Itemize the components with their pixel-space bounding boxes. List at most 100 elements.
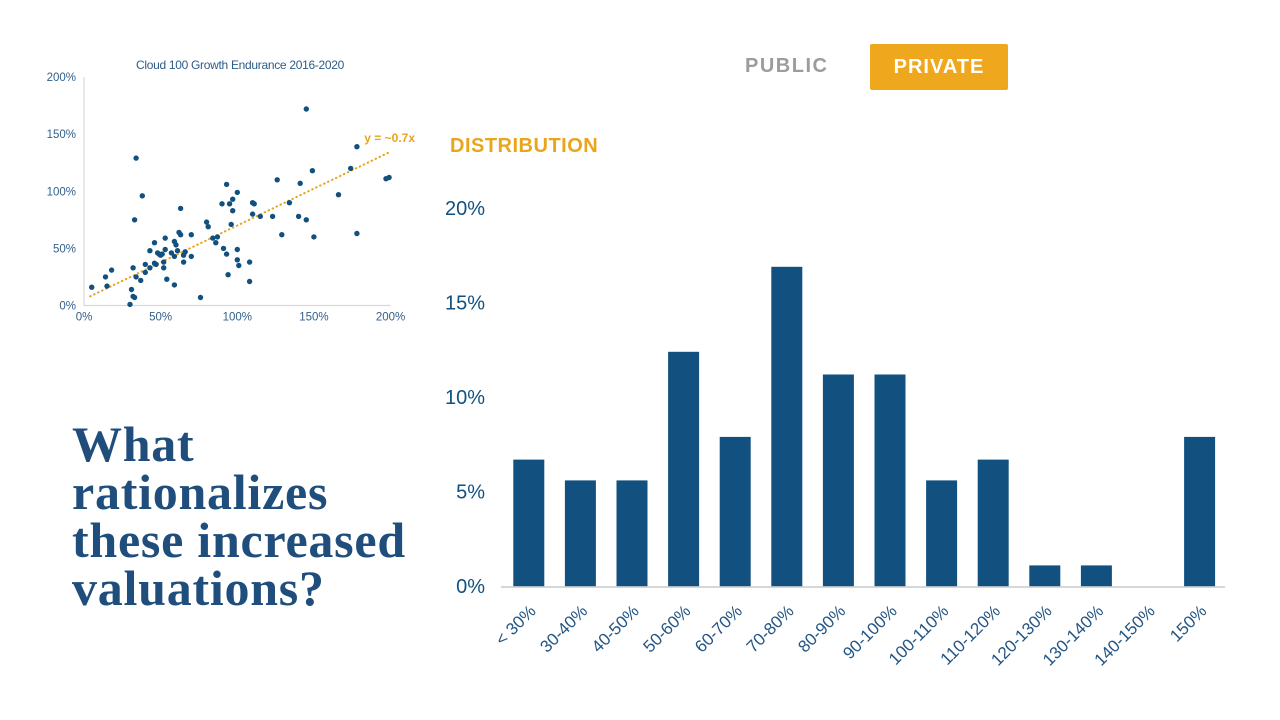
scatter-point — [303, 106, 309, 112]
scatter-point — [225, 272, 231, 278]
bar — [616, 480, 648, 587]
scatter-point — [138, 277, 144, 284]
scatter-point — [171, 253, 178, 260]
scatter-point — [223, 181, 230, 188]
bar-y-tick: 10% — [445, 387, 485, 409]
scatter-point — [286, 200, 293, 206]
scatter-point — [297, 180, 303, 186]
scatter-point — [354, 230, 360, 237]
bar — [1184, 436, 1216, 587]
scatter-point — [164, 276, 170, 282]
bar — [719, 436, 751, 587]
scatter-point — [234, 189, 240, 196]
scatter-point — [147, 248, 153, 254]
scatter-title: Cloud 100 Growth Endurance 2016-2020 — [136, 58, 345, 72]
scatter-point — [159, 251, 165, 257]
scatter-x-tick: 100% — [223, 312, 252, 324]
headline-line: What — [72, 416, 195, 472]
bar — [874, 374, 906, 587]
scatter-point — [203, 219, 210, 225]
scatter-point — [236, 262, 242, 269]
scatter-point — [386, 174, 392, 181]
bar — [668, 351, 700, 587]
bar-y-tick: 5% — [456, 482, 485, 504]
scatter-point — [354, 144, 360, 150]
scatter-point — [234, 246, 240, 253]
scatter-point — [104, 283, 110, 289]
scatter-point — [251, 201, 257, 207]
scatter-point — [197, 294, 204, 301]
scatter-point — [246, 259, 253, 265]
bar-x-tick: 70-80% — [743, 601, 798, 656]
scatter-point — [130, 265, 136, 271]
scatter-point — [311, 234, 317, 240]
bar — [771, 266, 803, 587]
scatter-point — [249, 211, 256, 217]
scatter-x-tick: 50% — [149, 312, 172, 324]
scatter-y-tick: 0% — [59, 301, 76, 313]
scatter-point — [182, 249, 188, 255]
scatter-point — [220, 245, 227, 252]
scatter-point — [230, 208, 236, 214]
scatter-point — [133, 274, 139, 280]
scatter-point — [128, 286, 135, 293]
scatter-point — [133, 155, 139, 161]
scatter-point — [102, 274, 109, 280]
bar — [822, 374, 854, 587]
scatter-point — [168, 250, 175, 256]
headline-line: rationalizes — [72, 464, 329, 520]
scatter-point — [295, 213, 302, 220]
scatter-x-tick: 0% — [76, 312, 93, 324]
bar — [926, 480, 958, 587]
scatter-point — [89, 284, 95, 290]
scatter-point — [205, 224, 211, 230]
scatter-point — [131, 294, 138, 301]
scatter-point — [108, 267, 115, 273]
scatter-point — [274, 177, 280, 183]
bar-chart: 0% 5% 10% 15% 20% < 30%30-40%40-50%50-60%60-7… — [445, 198, 1225, 670]
bar — [513, 459, 545, 587]
bar-x-tick: 150% — [1166, 601, 1210, 645]
scatter-point — [142, 269, 148, 276]
scatter-point — [177, 232, 184, 238]
headline: What rationalizes these increased valuation… — [72, 416, 452, 613]
scatter-point — [348, 165, 354, 172]
scatter-point — [230, 196, 236, 202]
scatter-y-tick: 200% — [47, 72, 76, 84]
scatter-point — [153, 261, 159, 268]
bar — [564, 480, 596, 587]
scatter-point — [177, 205, 184, 212]
scatter-axes — [83, 77, 391, 307]
scatter-point — [223, 251, 230, 257]
scatter-point — [279, 232, 285, 238]
scatter-point — [162, 246, 168, 253]
scatter-point — [219, 201, 225, 207]
scatter-point — [161, 265, 167, 271]
bar — [1029, 565, 1061, 587]
scatter-chart: Cloud 100 Growth Endurance 2016-2020 0% 50… — [47, 58, 416, 324]
scatter-point — [142, 261, 148, 268]
scatter-point — [226, 201, 233, 207]
scatter-point — [147, 265, 153, 271]
scatter-y-tick: 50% — [53, 243, 76, 255]
scatter-point — [188, 253, 194, 260]
scatter-point — [309, 168, 316, 174]
scatter-point — [173, 242, 179, 248]
trend-label: y = ~0.7x — [364, 131, 415, 145]
scatter-point — [162, 235, 168, 241]
bar-y-tick: 20% — [445, 198, 485, 220]
scatter-point — [188, 232, 194, 238]
bar-x-tick: < 30% — [492, 601, 540, 649]
public-toggle[interactable]: PUBLIC — [745, 55, 829, 77]
distribution-label: DISTRIBUTION — [450, 135, 599, 157]
scatter-point — [210, 235, 216, 241]
scatter-y-tick: 100% — [47, 186, 76, 198]
scatter-x-tick: 150% — [299, 312, 328, 324]
private-toggle[interactable]: PRIVATE — [870, 44, 1008, 90]
trend-line — [89, 151, 391, 298]
scatter-y-tick: 150% — [47, 129, 76, 141]
scatter-point — [151, 240, 158, 246]
bar-y-tick: 0% — [456, 576, 485, 598]
bar-y-tick: 15% — [445, 293, 485, 315]
